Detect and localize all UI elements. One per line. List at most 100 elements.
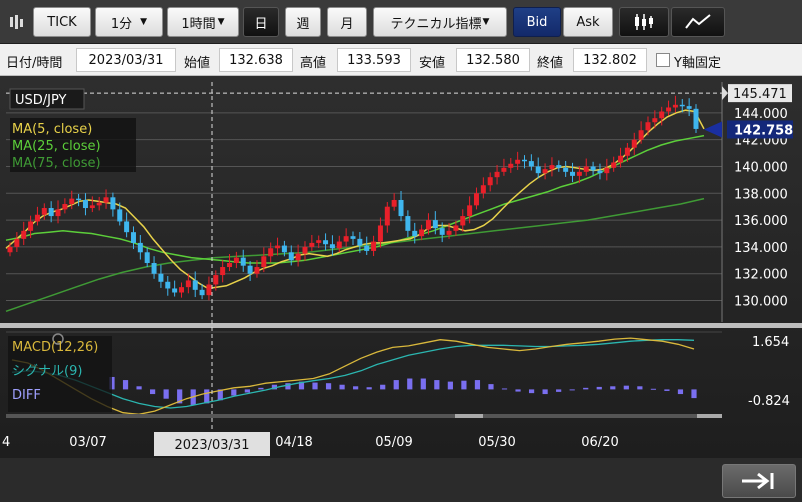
diff-bar <box>244 389 250 393</box>
line-chart-icon <box>685 14 711 29</box>
diff-bar <box>163 389 169 399</box>
candle-up <box>501 167 507 172</box>
diff-bar <box>231 389 237 396</box>
candle-down <box>686 106 692 109</box>
candle-up <box>295 253 301 261</box>
diff-bar <box>339 384 345 390</box>
candle-down <box>528 161 534 167</box>
close-value: 132.802 <box>573 48 647 72</box>
week-label: 週 <box>296 16 310 32</box>
diff-bar <box>691 389 697 399</box>
candle-up <box>21 230 27 239</box>
candle-up <box>275 245 281 249</box>
diff-bar <box>122 380 129 390</box>
minute-label: 1分 <box>110 16 133 32</box>
candle-down <box>350 236 356 239</box>
candle-up <box>583 166 589 172</box>
y-tick-label: 130.000 <box>734 295 788 310</box>
candle-up <box>34 214 40 222</box>
candlestick-chart-button[interactable] <box>619 7 669 37</box>
hour-dropdown[interactable]: 1時間 ▼ <box>167 7 239 37</box>
bid-button[interactable]: Bid <box>513 7 561 37</box>
candle-up <box>179 287 184 293</box>
diff-bar <box>434 380 440 390</box>
high-value: 133.593 <box>337 48 411 72</box>
x-tick-label: 05/09 <box>375 435 412 450</box>
candle-up <box>343 236 349 242</box>
y-tick-label: 140.000 <box>734 160 788 175</box>
diff-bar <box>650 388 656 390</box>
macd-min-label: -0.824 <box>748 394 790 409</box>
candle-up <box>233 257 239 264</box>
scroll-to-latest-button[interactable] <box>722 464 796 498</box>
candle-down <box>158 273 164 282</box>
week-button[interactable]: 週 <box>285 7 321 37</box>
price-chart[interactable]: 144.000142.000140.000138.000136.000134.0… <box>0 76 802 458</box>
candle-up <box>659 111 665 119</box>
diff-bar <box>664 389 670 391</box>
candle-down <box>247 265 253 274</box>
candle-down <box>48 208 54 217</box>
technical-label: テクニカル指標 <box>390 16 482 32</box>
day-label: 日 <box>254 16 268 32</box>
candle-down <box>439 228 445 235</box>
diff-bar <box>177 389 183 404</box>
candle-down <box>563 167 569 172</box>
candle-up <box>391 199 397 207</box>
candle-up <box>480 185 486 194</box>
diff-bar <box>488 384 494 390</box>
diff-bar <box>285 383 291 390</box>
y-tick-label: 136.000 <box>734 214 788 229</box>
candle-down <box>137 242 143 253</box>
candle-up <box>419 229 425 237</box>
dropdown-arrow-icon: ▼ <box>217 17 225 27</box>
minute-dropdown[interactable]: 1分 ▼ <box>95 7 163 37</box>
line-chart-button[interactable] <box>671 7 725 37</box>
footer <box>0 458 802 502</box>
candle-up <box>638 130 644 140</box>
candle-up <box>631 139 637 148</box>
legend-item: MA(25, close) <box>12 139 101 154</box>
candle-down <box>76 198 82 201</box>
high-price-label: 145.471 <box>733 87 787 102</box>
high-price-label-bg <box>728 84 792 103</box>
candle-up <box>220 267 226 276</box>
open-value: 132.638 <box>219 48 293 72</box>
day-button[interactable]: 日 <box>243 7 279 37</box>
candle-down <box>172 288 178 293</box>
legend-item: MA(5, close) <box>12 122 92 137</box>
candle-down <box>281 245 287 253</box>
diff-bar <box>596 386 602 390</box>
month-button[interactable]: 月 <box>327 7 367 37</box>
candle-up <box>604 167 610 174</box>
symbol-box <box>9 88 85 110</box>
candle-down <box>323 240 329 245</box>
tick-button[interactable]: TICK <box>33 7 91 37</box>
candle-down <box>522 159 527 162</box>
technical-indicator-dropdown[interactable]: テクニカル指標 ▼ <box>373 7 507 37</box>
candle-settings-icon[interactable] <box>4 7 29 37</box>
diff-bar <box>461 380 467 390</box>
diff-bar <box>623 385 629 390</box>
diff-bar <box>556 389 562 392</box>
symbol-label: USD/JPY <box>15 93 67 108</box>
candle-down <box>412 230 418 237</box>
candle-down <box>199 289 205 296</box>
candle-up <box>336 241 342 249</box>
y-axis-fix-label: Y軸固定 <box>674 56 721 71</box>
candle-up <box>377 225 383 242</box>
diff-bar <box>217 389 223 401</box>
y-axis-fix-checkbox[interactable] <box>656 53 670 67</box>
cursor-date-bg <box>154 432 270 456</box>
y-tick-label: 132.000 <box>734 268 788 283</box>
candle-down <box>124 221 130 233</box>
diff-bar <box>366 387 372 390</box>
diff-bar <box>569 389 575 391</box>
candle-down <box>432 220 438 229</box>
candle-up <box>41 208 47 215</box>
scrollbar-track <box>6 414 722 418</box>
high-label: 高値 <box>300 56 327 71</box>
ask-button[interactable]: Ask <box>563 7 613 37</box>
diff-bar <box>474 380 481 390</box>
candle-up <box>371 241 377 251</box>
